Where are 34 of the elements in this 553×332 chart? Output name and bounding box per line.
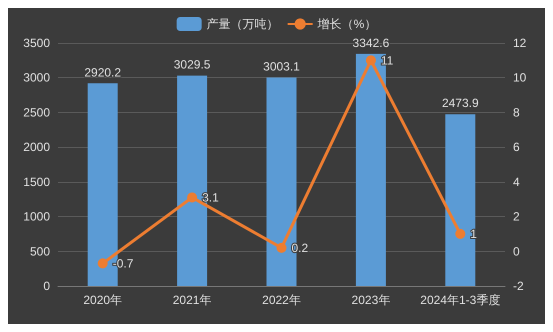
y-tick-label: 3000 (23, 70, 50, 85)
y2-tick-label: -2 (513, 279, 524, 293)
y-tick-label: 2500 (23, 105, 50, 120)
y2-tick-label: 10 (513, 70, 527, 85)
y2-tick-label: 8 (513, 105, 520, 120)
y2-tick-label: 0 (513, 244, 520, 258)
point (366, 55, 376, 66)
bar (445, 114, 476, 286)
y-tick-label: 2000 (23, 140, 50, 154)
point (98, 258, 108, 268)
y2-tick-label: 4 (513, 174, 520, 189)
y2-tick-label: 12 (513, 36, 527, 50)
x-tick-label: 2020年 (83, 293, 122, 307)
legend-label: 产量（万吨） (206, 17, 279, 31)
x-tick-label: 2021年 (172, 293, 212, 307)
point (455, 228, 466, 239)
y2-tick-label: 2 (513, 210, 520, 224)
data-label: 3029.5 (174, 58, 211, 72)
data-label: 2920.2 (84, 65, 122, 80)
x-tick-label: 2023年 (352, 293, 390, 307)
point (187, 192, 198, 202)
point (276, 242, 286, 253)
y-tick-label: 500 (30, 244, 50, 258)
legend-label: 增长（%） (316, 17, 376, 31)
y-tick-label: 0 (43, 279, 50, 293)
x-tick-label: 2024年1-3季度 (420, 293, 500, 307)
data-label: 2473.9 (442, 96, 479, 110)
x-tick-label: 2022年 (262, 293, 301, 307)
data-label: 3342.6 (352, 36, 390, 50)
y-tick-label: 1500 (23, 174, 50, 189)
y2-tick-label: 6 (513, 140, 520, 154)
y-tick-label: 3500 (23, 36, 50, 50)
data-label: 3003.1 (263, 60, 300, 74)
y-tick-label: 1000 (23, 210, 50, 224)
